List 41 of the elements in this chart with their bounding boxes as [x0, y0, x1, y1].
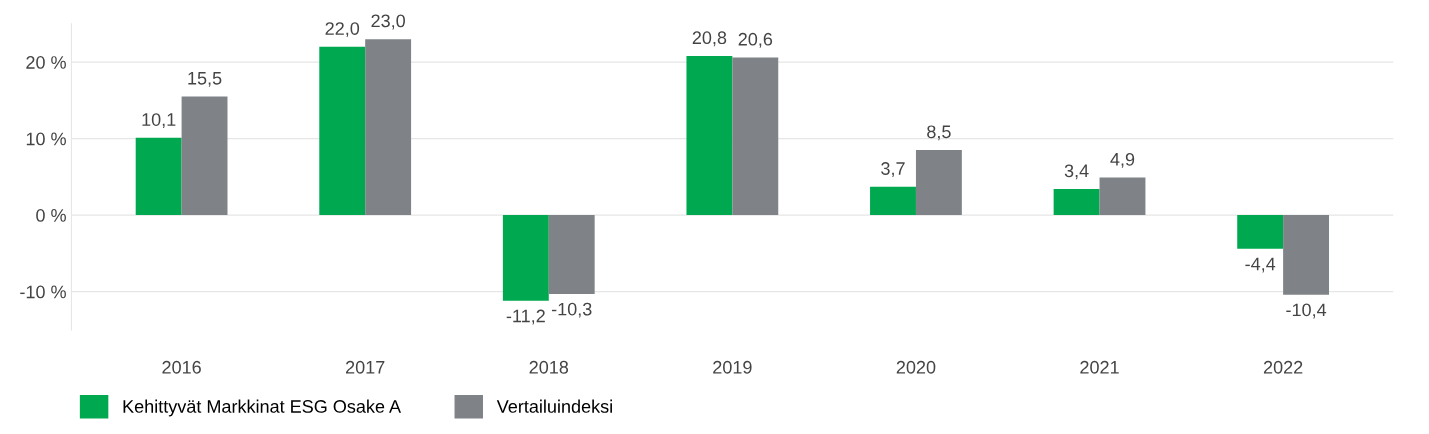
bar	[1237, 215, 1284, 249]
data-label: 20,8	[692, 31, 727, 47]
legend-label: Vertailuindeksi	[496, 399, 612, 413]
x-tick-label: 2018	[529, 360, 569, 374]
x-tick-label: 2021	[1080, 360, 1119, 374]
data-label: -4,4	[1245, 257, 1276, 273]
bar	[732, 57, 779, 216]
y-tick-label: 20 %	[26, 56, 66, 69]
bar	[915, 150, 962, 216]
bar	[548, 215, 595, 294]
data-label: -10,3	[551, 302, 592, 318]
legend-label: Kehittyvät Markkinat ESG Osake A	[123, 399, 402, 417]
bar	[686, 56, 733, 216]
bar	[1053, 189, 1100, 216]
y-tick-label: 10 %	[26, 132, 66, 146]
x-tick-label: 2022	[1263, 360, 1303, 374]
bar	[365, 39, 412, 216]
bar	[870, 186, 916, 216]
y-tick-label: 0 %	[36, 209, 66, 222]
bar	[181, 96, 228, 216]
y-tick-label: -10 %	[20, 285, 66, 299]
x-tick-label: 2019	[713, 360, 752, 374]
bar	[319, 46, 366, 216]
x-tick-label: 2020	[896, 360, 936, 374]
data-label: 3,4	[1064, 164, 1089, 180]
bar	[135, 137, 182, 216]
data-label: 15,5	[188, 72, 222, 87]
x-tick-label: 2017	[346, 360, 385, 374]
x-tick-label: 2016	[162, 360, 201, 374]
data-label: 23,0	[371, 14, 405, 30]
data-label: 8,5	[927, 125, 951, 141]
bar	[1099, 177, 1146, 216]
data-label: -10,4	[1286, 303, 1327, 319]
data-label: 22,0	[325, 22, 360, 38]
data-label: 4,9	[1110, 152, 1135, 168]
data-label: -11,2	[506, 309, 545, 325]
data-label: 3,7	[881, 162, 905, 178]
data-label: 20,6	[738, 32, 773, 48]
bar	[502, 215, 549, 301]
bar	[1283, 215, 1330, 295]
data-label: 10,1	[142, 113, 176, 129]
